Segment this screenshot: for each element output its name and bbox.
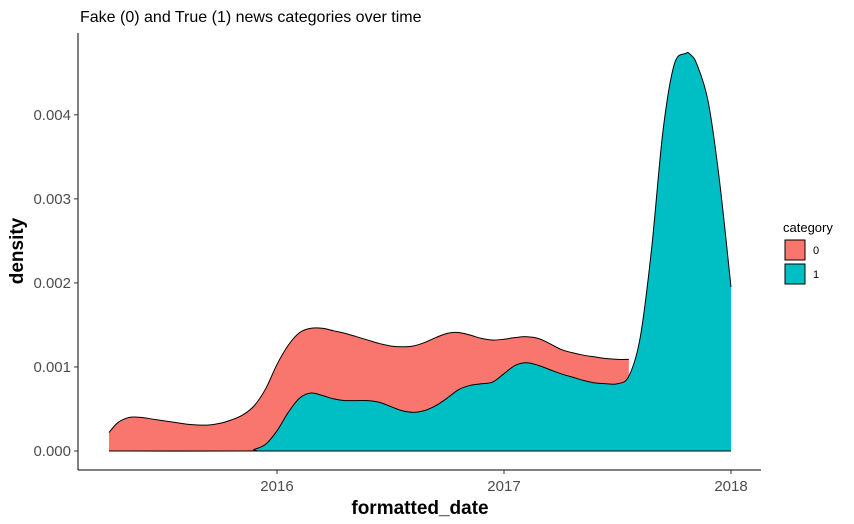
- legend-label-1: 1: [813, 269, 819, 281]
- density-outline-category-0: [108, 327, 629, 433]
- density-outline-category-1: [108, 52, 732, 452]
- legend-title: category: [783, 220, 833, 235]
- y-tick-label: 0.003: [33, 191, 71, 208]
- x-axis-ticks: 2016 2017 2018: [260, 470, 748, 495]
- legend-key-0: [784, 239, 806, 261]
- y-tick-label: 0.000: [33, 443, 71, 460]
- y-axis-title: density: [7, 217, 28, 284]
- x-tick-label: 2018: [714, 478, 747, 495]
- y-tick-label: 0.002: [33, 275, 71, 292]
- legend-label-0: 0: [813, 245, 819, 257]
- plot-area: [108, 52, 732, 452]
- x-tick-label: 2016: [260, 478, 293, 495]
- y-tick-label: 0.001: [33, 359, 71, 376]
- x-axis-title: formatted_date: [351, 498, 488, 519]
- y-tick-label: 0.004: [33, 107, 71, 124]
- chart-title: Fake (0) and True (1) news categories ov…: [80, 9, 422, 26]
- x-tick-label: 2017: [487, 478, 520, 495]
- y-axis-ticks: 0.000 0.001 0.002 0.003 0.004: [33, 107, 78, 460]
- legend: category 0 1: [783, 220, 833, 285]
- legend-key-1: [784, 263, 806, 285]
